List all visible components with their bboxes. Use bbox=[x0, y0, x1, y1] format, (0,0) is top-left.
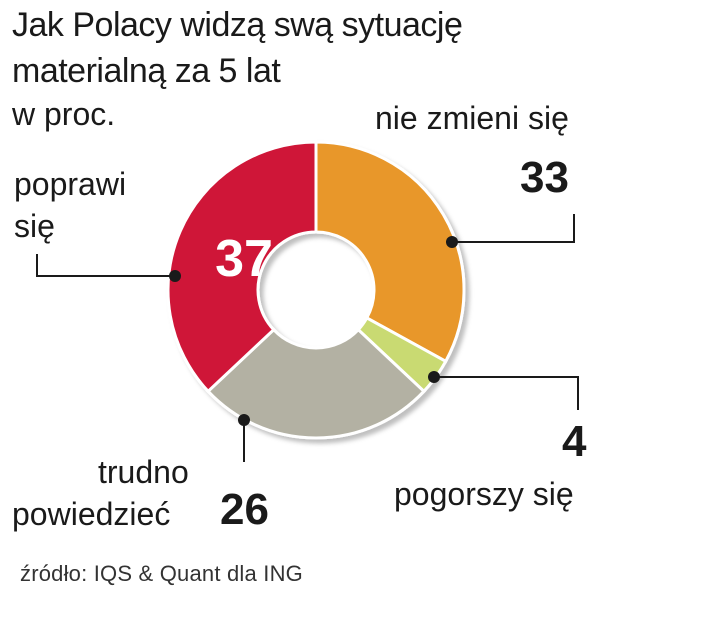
data-label-poprawi-value: 37 bbox=[215, 230, 273, 288]
leader-dot-trudno bbox=[238, 414, 250, 426]
donut-slice-trudno-powiedzieć bbox=[205, 327, 427, 440]
donut-slices bbox=[166, 140, 466, 440]
source-note: źródło: IQS & Quant dla ING bbox=[20, 561, 303, 586]
leader-dot-nie-zmieni bbox=[446, 236, 458, 248]
label-poprawi-line1: poprawi bbox=[14, 166, 127, 202]
unit-label: w proc. bbox=[12, 96, 116, 132]
chart-title: Jak Polacy widzą swą sytuację materialną… bbox=[12, 2, 463, 94]
leader-dot-pogorszy bbox=[428, 371, 440, 383]
label-trudno-line1: trudno bbox=[98, 454, 189, 490]
title-line-2: materialną za 5 lat bbox=[12, 52, 281, 90]
label-trudno-line2: powiedzieć bbox=[12, 496, 171, 532]
data-label-nie-zmieni-value: 33 bbox=[520, 153, 569, 202]
donut-slice-poprawi-się bbox=[166, 140, 318, 394]
title-line-1: Jak Polacy widzą swą sytuację bbox=[12, 6, 463, 44]
leader-line-poprawi bbox=[36, 254, 175, 277]
donut-slice-nie-zmieni-się bbox=[314, 140, 466, 364]
data-label-trudno-value: 26 bbox=[220, 485, 269, 534]
leader-line-pogorszy bbox=[434, 376, 579, 410]
leader-line-nie-zmieni bbox=[452, 214, 575, 243]
leader-dot-poprawi bbox=[169, 270, 181, 282]
label-poprawi-line2: się bbox=[14, 208, 55, 244]
data-label-pogorszy-value: 4 bbox=[562, 417, 587, 466]
label-nie-zmieni: nie zmieni się bbox=[375, 100, 569, 136]
label-pogorszy: pogorszy się bbox=[394, 476, 574, 512]
